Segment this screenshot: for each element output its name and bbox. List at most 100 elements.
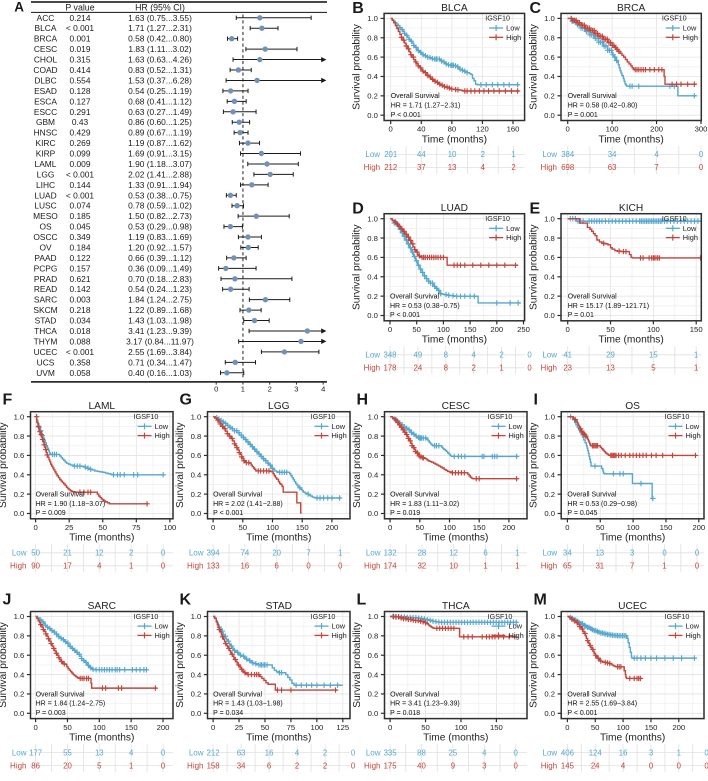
svg-text:1: 1 xyxy=(129,562,133,571)
svg-text:1: 1 xyxy=(515,562,519,571)
svg-text:1: 1 xyxy=(499,364,503,373)
svg-text:3: 3 xyxy=(482,761,486,770)
svg-text:50: 50 xyxy=(261,723,270,732)
svg-text:Time (months): Time (months) xyxy=(246,533,311,544)
svg-text:1.19 (0.83...1.69): 1.19 (0.83...1.69) xyxy=(128,232,192,242)
svg-text:13: 13 xyxy=(606,364,615,373)
svg-text:1: 1 xyxy=(483,562,487,571)
svg-text:1.53 (0.37...6.28): 1.53 (0.37...6.28) xyxy=(128,75,192,85)
svg-text:150: 150 xyxy=(690,325,703,334)
svg-text:23: 23 xyxy=(563,364,572,373)
svg-text:1.0: 1.0 xyxy=(544,412,555,421)
svg-text:< 0.001: < 0.001 xyxy=(66,169,95,179)
svg-text:2: 2 xyxy=(472,364,476,373)
svg-text:HR = 2.02 (1.41−2.88): HR = 2.02 (1.41−2.88) xyxy=(213,501,283,508)
svg-text:0.8: 0.8 xyxy=(544,34,555,43)
svg-text:1.69 (0.91...3.15): 1.69 (0.91...3.15) xyxy=(128,149,192,159)
svg-text:Low: Low xyxy=(686,422,700,431)
svg-text:KIRC: KIRC xyxy=(35,138,55,148)
svg-text:Low: Low xyxy=(683,24,697,33)
svg-text:0.6: 0.6 xyxy=(367,53,378,62)
svg-text:25: 25 xyxy=(235,723,244,732)
svg-text:ACC: ACC xyxy=(37,13,55,23)
svg-text:READ: READ xyxy=(34,284,57,294)
svg-text:0.0: 0.0 xyxy=(191,709,202,718)
svg-text:0.71 (0.34...1.47): 0.71 (0.34...1.47) xyxy=(128,357,192,367)
svg-text:212: 212 xyxy=(207,748,220,757)
svg-text:0: 0 xyxy=(388,523,392,532)
svg-text:Survival probability: Survival probability xyxy=(352,23,363,109)
svg-text:Low: Low xyxy=(332,422,346,431)
svg-text:4: 4 xyxy=(482,748,487,757)
svg-text:4: 4 xyxy=(97,562,102,571)
svg-text:0.6: 0.6 xyxy=(191,651,202,660)
svg-text:KIRP: KIRP xyxy=(36,149,56,159)
svg-text:0.2: 0.2 xyxy=(367,92,378,101)
svg-text:0.53 (0.29...0.98): 0.53 (0.29...0.98) xyxy=(128,222,192,232)
svg-text:0.358: 0.358 xyxy=(70,357,91,367)
svg-text:0: 0 xyxy=(566,125,570,134)
svg-text:High: High xyxy=(364,364,380,373)
svg-text:0.4: 0.4 xyxy=(191,670,202,679)
svg-text:0.40 (0.16...1.03): 0.40 (0.16...1.03) xyxy=(128,368,192,378)
svg-text:0: 0 xyxy=(211,723,215,732)
svg-text:0.0: 0.0 xyxy=(367,311,378,320)
svg-text:LUAD: LUAD xyxy=(441,203,468,214)
svg-text:0.6: 0.6 xyxy=(544,651,555,660)
svg-text:G: G xyxy=(180,392,192,409)
svg-text:0.58 (0.42...0.80): 0.58 (0.42...0.80) xyxy=(128,34,192,44)
svg-text:HR = 15.17 (1.89−121.71): HR = 15.17 (1.89−121.71) xyxy=(568,303,649,310)
svg-text:0.291: 0.291 xyxy=(70,107,91,117)
svg-text:IGSF10: IGSF10 xyxy=(311,612,336,621)
svg-text:SARC: SARC xyxy=(88,601,116,612)
svg-text:24: 24 xyxy=(414,364,423,373)
svg-text:IGSF10: IGSF10 xyxy=(134,412,159,421)
svg-text:0.2: 0.2 xyxy=(14,490,25,499)
svg-text:13: 13 xyxy=(448,163,457,172)
svg-text:0.034: 0.034 xyxy=(70,316,91,326)
svg-text:Time (months): Time (months) xyxy=(69,533,134,544)
svg-text:0: 0 xyxy=(565,523,569,532)
svg-text:100: 100 xyxy=(627,523,640,532)
svg-text:0.6: 0.6 xyxy=(191,451,202,460)
svg-text:0: 0 xyxy=(514,748,519,757)
svg-text:37: 37 xyxy=(417,163,426,172)
svg-text:32: 32 xyxy=(418,562,427,571)
svg-text:Time (months): Time (months) xyxy=(69,732,134,743)
svg-text:0: 0 xyxy=(161,549,166,558)
svg-text:200: 200 xyxy=(692,523,705,532)
svg-text:High: High xyxy=(10,562,26,571)
svg-text:200: 200 xyxy=(325,523,338,532)
svg-text:0.6: 0.6 xyxy=(14,451,25,460)
svg-text:1.50 (0.82...2.73): 1.50 (0.82...2.73) xyxy=(128,211,192,221)
svg-text:0.6: 0.6 xyxy=(14,651,25,660)
svg-text:200: 200 xyxy=(490,325,503,334)
svg-text:Survival probability: Survival probability xyxy=(352,224,363,310)
svg-text:THCA: THCA xyxy=(442,601,470,612)
svg-text:Low: Low xyxy=(366,549,381,558)
svg-text:0: 0 xyxy=(211,523,215,532)
svg-text:Low: Low xyxy=(12,748,27,757)
svg-text:50: 50 xyxy=(412,325,421,334)
svg-text:0.43: 0.43 xyxy=(72,117,89,127)
svg-text:Low: Low xyxy=(189,748,204,757)
svg-text:1.0: 1.0 xyxy=(544,612,555,621)
svg-text:Overall Survival: Overall Survival xyxy=(390,492,439,499)
svg-text:0.8: 0.8 xyxy=(367,34,378,43)
svg-text:0: 0 xyxy=(514,761,519,770)
svg-text:394: 394 xyxy=(207,549,221,558)
svg-text:HR = 1.83 (1.11−3.02): HR = 1.83 (1.11−3.02) xyxy=(390,501,459,508)
svg-text:0.214: 0.214 xyxy=(70,13,91,23)
svg-text:High: High xyxy=(509,631,524,640)
svg-text:Survival probability: Survival probability xyxy=(175,422,186,508)
svg-text:0.003: 0.003 xyxy=(70,295,91,305)
svg-text:0.045: 0.045 xyxy=(70,222,91,232)
svg-text:CESC: CESC xyxy=(442,401,470,412)
svg-text:90: 90 xyxy=(31,562,40,571)
svg-text:16: 16 xyxy=(619,748,628,757)
svg-text:Survival probability: Survival probability xyxy=(529,422,540,508)
svg-text:HR = 3.41 (1.23−9.39): HR = 3.41 (1.23−9.39) xyxy=(390,701,460,708)
svg-text:Overall Survival: Overall Survival xyxy=(568,93,617,100)
svg-text:High: High xyxy=(10,761,26,770)
svg-text:High: High xyxy=(686,631,701,640)
